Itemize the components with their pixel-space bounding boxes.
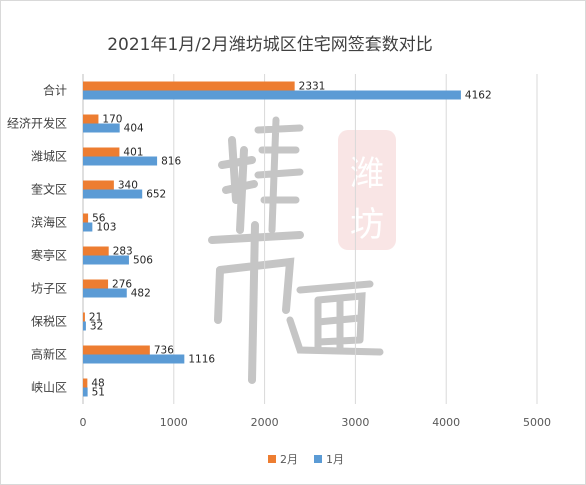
bar — [83, 81, 295, 91]
bar — [83, 288, 127, 298]
category-label: 寒亭区 — [31, 248, 67, 263]
bar — [83, 255, 129, 265]
legend: 2月 1月 — [268, 453, 344, 466]
chart-title: 2021年1月/2月潍坊城区住宅网签套数对比 — [107, 35, 433, 55]
bar — [83, 345, 150, 355]
data-label: 4162 — [465, 90, 492, 102]
legend-swatch — [314, 455, 322, 463]
bar — [83, 213, 89, 223]
data-label: 276 — [112, 279, 132, 291]
data-label: 340 — [118, 180, 138, 192]
bar — [83, 180, 114, 190]
category-label: 合计 — [43, 83, 67, 98]
watermark-seal: 潍 坊 — [338, 130, 396, 250]
x-tick-label: 3000 — [341, 416, 369, 429]
bar — [83, 123, 120, 133]
data-label: 482 — [131, 288, 151, 300]
data-label: 736 — [154, 345, 174, 357]
data-label: 401 — [123, 147, 143, 159]
bar — [83, 387, 88, 397]
legend-swatch — [268, 455, 276, 463]
bar — [83, 279, 109, 289]
legend-label: 2月 — [280, 453, 298, 466]
x-tick-label: 5000 — [523, 416, 551, 429]
data-label: 652 — [146, 189, 166, 201]
data-label: 48 — [91, 378, 104, 390]
bar — [83, 90, 461, 100]
legend-label: 1月 — [326, 453, 344, 466]
bar — [83, 114, 99, 124]
data-label: 404 — [124, 123, 144, 135]
data-label: 56 — [92, 213, 106, 225]
bar — [83, 312, 85, 322]
watermark-brush — [208, 116, 384, 384]
category-label: 奎文区 — [31, 182, 67, 197]
category-label: 滨海区 — [31, 215, 67, 230]
bar — [83, 147, 120, 157]
watermark: 潍 坊 — [208, 116, 396, 384]
bar — [83, 321, 86, 331]
x-tick-label: 4000 — [432, 416, 460, 429]
data-label: 32 — [90, 321, 103, 333]
x-tick-label: 1000 — [160, 416, 188, 429]
data-label: 2331 — [299, 81, 326, 93]
category-label: 经济开发区 — [7, 116, 67, 131]
category-label: 高新区 — [31, 347, 67, 362]
category-label: 峡山区 — [31, 381, 67, 395]
data-label: 51 — [92, 387, 105, 399]
bar — [83, 156, 158, 166]
x-tick-label: 0 — [80, 416, 87, 429]
data-label: 1116 — [188, 354, 215, 366]
data-label: 816 — [161, 156, 181, 168]
bar — [83, 222, 93, 232]
data-label: 21 — [89, 312, 102, 324]
bar — [83, 246, 109, 256]
bar — [83, 189, 143, 199]
category-label: 保税区 — [31, 315, 67, 329]
data-label: 506 — [133, 255, 153, 267]
category-label: 坊子区 — [31, 281, 67, 296]
x-tick-label: 2000 — [251, 416, 279, 429]
bar — [83, 354, 185, 364]
category-label: 潍城区 — [31, 150, 67, 164]
data-label: 103 — [96, 222, 116, 234]
bar — [83, 378, 88, 388]
data-label: 283 — [113, 246, 133, 258]
x-tick-labels: 0 1000 2000 3000 4000 5000 — [80, 416, 552, 429]
data-label: 170 — [102, 114, 122, 126]
